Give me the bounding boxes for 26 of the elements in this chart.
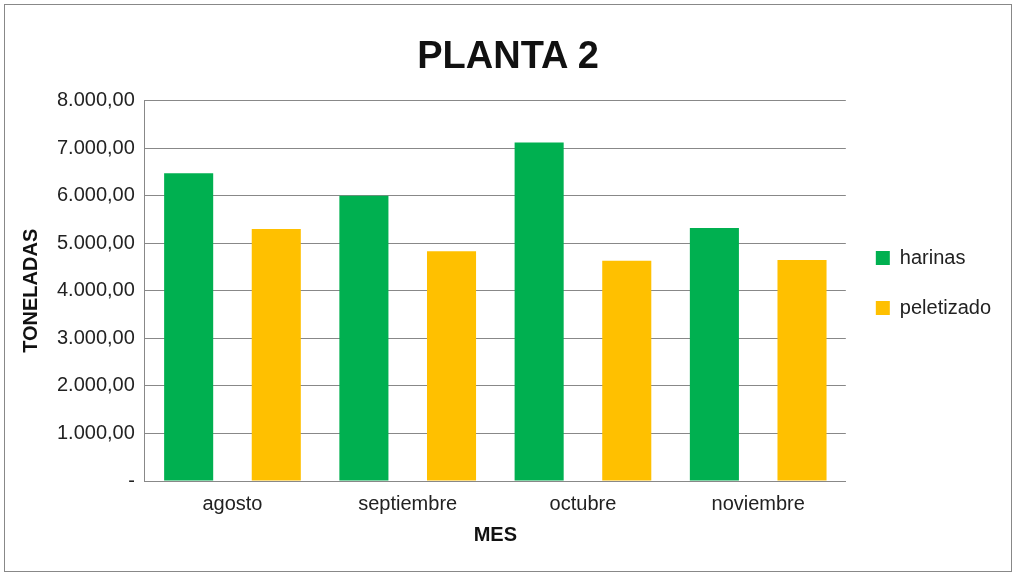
bar <box>426 251 477 481</box>
y-tick-label: 5.000,00 <box>56 230 135 253</box>
legend-label: peletizado <box>899 295 992 318</box>
bar <box>339 195 389 481</box>
y-tick-label: - <box>128 468 135 491</box>
bar <box>689 228 739 481</box>
y-axis-title: TONELADAS <box>18 228 41 353</box>
y-tick-label: 2.000,00 <box>56 373 135 396</box>
bar <box>514 142 564 481</box>
x-tick-label: octubre <box>549 491 617 514</box>
chart-title: PLANTA 2 <box>417 34 599 77</box>
y-tick-label: 4.000,00 <box>56 278 135 301</box>
bar <box>164 173 214 481</box>
x-tick-label: septiembre <box>358 491 458 514</box>
bar <box>777 259 827 481</box>
y-tick-label: 6.000,00 <box>56 183 135 206</box>
y-tick-label: 8.000,00 <box>56 88 135 111</box>
legend-label: harinas <box>899 245 966 268</box>
x-tick-label: agosto <box>202 491 263 514</box>
y-tick-label: 1.000,00 <box>56 420 135 443</box>
x-axis-title: MES <box>473 522 518 545</box>
y-tick-label: 3.000,00 <box>56 325 135 348</box>
y-tick-label: 7.000,00 <box>56 135 135 158</box>
bar <box>602 260 652 481</box>
bar <box>251 228 301 481</box>
x-tick-label: noviembre <box>711 491 805 514</box>
